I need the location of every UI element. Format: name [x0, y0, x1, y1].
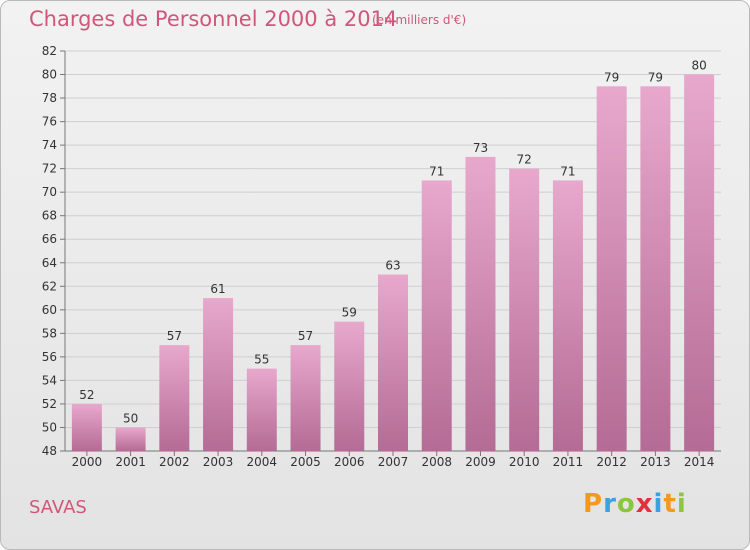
- bars: [71, 74, 715, 452]
- data-label: 52: [79, 388, 94, 402]
- proxiti-logo: Proxiti: [583, 489, 687, 519]
- x-tick-label: 2014: [684, 455, 715, 469]
- y-tick-label: 60: [42, 303, 57, 317]
- bar: [246, 368, 277, 451]
- x-tick-label: 2007: [378, 455, 409, 469]
- x-tick-label: 2004: [247, 455, 278, 469]
- data-label: 73: [473, 141, 488, 155]
- logo-letter: x: [635, 489, 654, 519]
- bar: [203, 298, 234, 451]
- logo-letter: r: [603, 489, 617, 519]
- data-label: 61: [210, 282, 225, 296]
- chart-subtitle: (en milliers d'€): [372, 13, 467, 27]
- data-label: 71: [560, 164, 575, 178]
- data-label: 63: [385, 259, 400, 273]
- bar: [552, 180, 583, 452]
- x-tick-label: 2000: [72, 455, 103, 469]
- x-tick-label: 2006: [334, 455, 365, 469]
- data-label: 80: [691, 59, 706, 73]
- y-tick-label: 76: [42, 115, 57, 129]
- bar: [465, 156, 496, 451]
- x-tick-label: 2003: [203, 455, 234, 469]
- y-tick-label: 64: [42, 256, 57, 270]
- y-tick-label: 82: [42, 44, 57, 58]
- data-label: 57: [167, 329, 182, 343]
- data-label: 57: [298, 329, 313, 343]
- data-label: 71: [429, 164, 444, 178]
- x-tick-label: 2001: [115, 455, 146, 469]
- x-tick-label: 2009: [465, 455, 496, 469]
- y-tick-label: 68: [42, 209, 57, 223]
- data-label: 59: [342, 306, 357, 320]
- x-tick-label: 2005: [290, 455, 321, 469]
- y-tick-label: 48: [42, 444, 57, 458]
- logo-letter: o: [616, 489, 636, 519]
- y-tick-label: 58: [42, 326, 57, 340]
- commune-name: SAVAS: [29, 497, 87, 518]
- logo-letter: P: [583, 489, 604, 519]
- y-tick-label: 80: [42, 68, 57, 82]
- y-tick-label: 62: [42, 279, 57, 293]
- x-tick-label: 2002: [159, 455, 190, 469]
- bar: [640, 86, 671, 451]
- y-tick-label: 70: [42, 185, 57, 199]
- y-tick-label: 52: [42, 397, 57, 411]
- data-label: 72: [517, 153, 532, 167]
- y-tick-label: 50: [42, 420, 57, 434]
- x-tick-label: 2013: [640, 455, 671, 469]
- y-tick-label: 66: [42, 232, 57, 246]
- data-label: 79: [648, 70, 663, 84]
- y-tick-label: 78: [42, 91, 57, 105]
- bar: [290, 345, 321, 451]
- bar: [378, 274, 408, 451]
- x-tick-label: 2010: [509, 455, 540, 469]
- y-tick-label: 56: [42, 350, 57, 364]
- bar: [71, 403, 102, 451]
- bar: [159, 345, 190, 451]
- bar: [509, 168, 540, 451]
- x-tick-label: 2011: [553, 455, 584, 469]
- chart-title: Charges de Personnel 2000 à 2014: [29, 7, 398, 31]
- x-tick-label: 2012: [596, 455, 627, 469]
- data-label: 50: [123, 411, 138, 425]
- bar: [115, 427, 146, 451]
- x-tick-label: 2008: [421, 455, 452, 469]
- data-label: 55: [254, 353, 269, 367]
- bar: [334, 321, 365, 451]
- y-tick-label: 72: [42, 162, 57, 176]
- logo-letter: i: [653, 489, 664, 519]
- y-tick-label: 54: [42, 373, 57, 387]
- data-label: 79: [604, 70, 619, 84]
- logo-letter: i: [676, 489, 687, 519]
- bar: [684, 74, 715, 451]
- logo-letter: t: [663, 489, 677, 519]
- labels: 52 50 57 61 55 57 59 63 71 73 72 71 79 79 80: [79, 59, 707, 426]
- bar: [596, 86, 627, 451]
- y-tick-label: 74: [42, 138, 57, 152]
- bar: [421, 180, 452, 452]
